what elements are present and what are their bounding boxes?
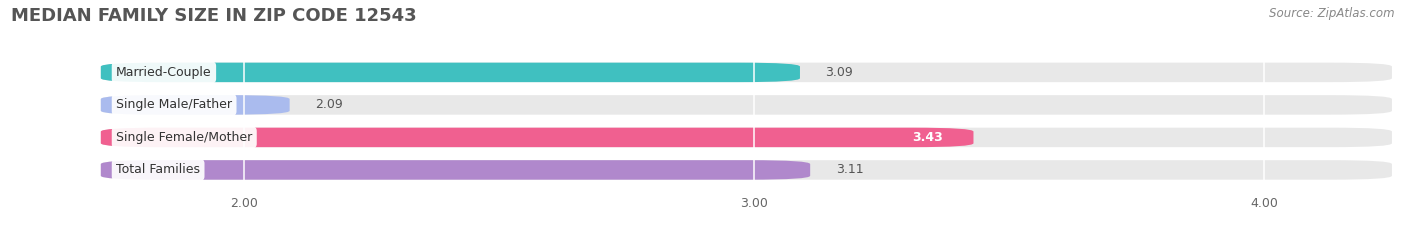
Text: Married-Couple: Married-Couple <box>117 66 212 79</box>
Text: Total Families: Total Families <box>117 163 200 176</box>
Text: Source: ZipAtlas.com: Source: ZipAtlas.com <box>1270 7 1395 20</box>
FancyBboxPatch shape <box>101 128 1392 147</box>
Text: Single Female/Mother: Single Female/Mother <box>117 131 252 144</box>
Text: Single Male/Father: Single Male/Father <box>117 98 232 111</box>
FancyBboxPatch shape <box>101 63 1392 82</box>
FancyBboxPatch shape <box>101 160 810 180</box>
Text: MEDIAN FAMILY SIZE IN ZIP CODE 12543: MEDIAN FAMILY SIZE IN ZIP CODE 12543 <box>11 7 416 25</box>
FancyBboxPatch shape <box>101 160 1392 180</box>
Text: 2.09: 2.09 <box>315 98 343 111</box>
Text: 3.09: 3.09 <box>825 66 853 79</box>
Text: 3.43: 3.43 <box>912 131 943 144</box>
FancyBboxPatch shape <box>101 95 290 115</box>
FancyBboxPatch shape <box>101 95 1392 115</box>
FancyBboxPatch shape <box>101 63 800 82</box>
FancyBboxPatch shape <box>101 128 973 147</box>
Text: 3.11: 3.11 <box>835 163 863 176</box>
